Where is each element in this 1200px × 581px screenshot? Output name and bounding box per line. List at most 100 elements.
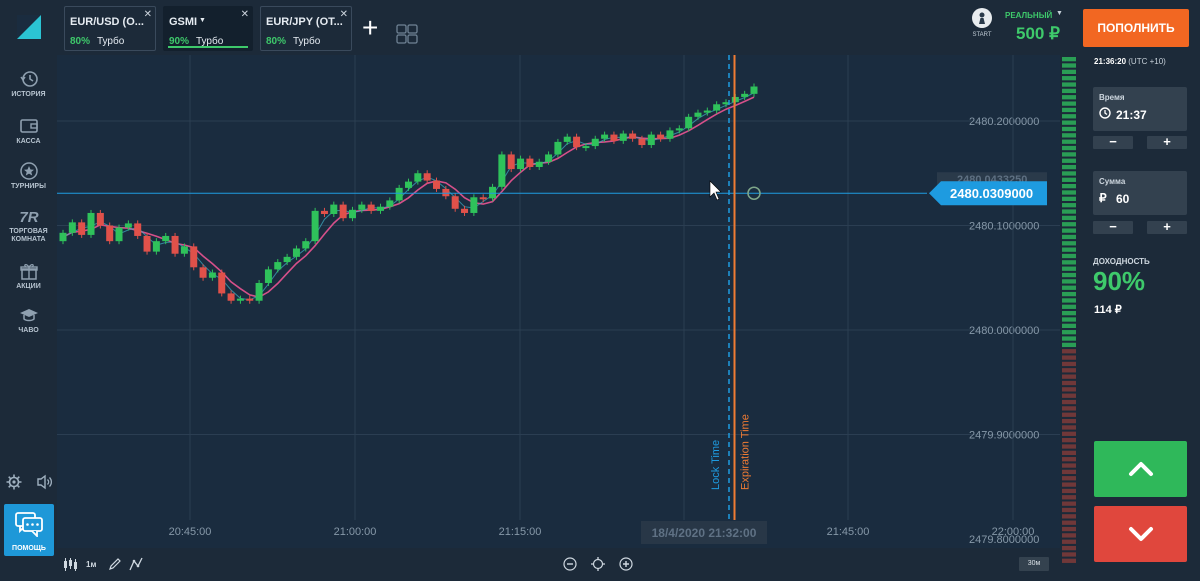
time-increase-button[interactable]: + (1147, 135, 1187, 149)
yield-amount: 114 ₽ (1094, 304, 1122, 316)
sentiment-segment (1062, 558, 1076, 563)
sentiment-segment (1062, 291, 1076, 297)
help-button[interactable]: ПОМОЩЬ (4, 504, 54, 556)
zoom-out-icon[interactable] (563, 557, 577, 571)
candle-up (292, 248, 300, 257)
asset-name: EUR/USD (О... (70, 16, 144, 28)
amount-increase-button[interactable]: + (1147, 220, 1187, 234)
help-label: ПОМОЩЬ (12, 545, 46, 552)
candle-up (395, 187, 403, 201)
sentiment-segment (1062, 418, 1076, 424)
candle-up (517, 158, 525, 170)
sentiment-segment (1062, 82, 1076, 87)
logo[interactable] (17, 15, 41, 39)
sentiment-segment (1062, 457, 1076, 462)
x-tick-label: 21:15:00 (499, 526, 542, 538)
buy-down-button[interactable] (1094, 506, 1187, 562)
candle-up (703, 110, 711, 113)
price-chart[interactable]: 2480.2000000 2480.1000000 2480.0000000 2479… (57, 55, 1060, 550)
timeframe-selector[interactable]: 1м (86, 560, 97, 569)
account-balance: 500 ₽ (1016, 24, 1060, 43)
candle-up (750, 86, 758, 94)
candle-up (535, 161, 543, 167)
chart-canvas[interactable]: 2480.2000000 2480.1000000 2480.0000000 2479… (57, 55, 1060, 550)
candle-up (152, 241, 160, 252)
sentiment-segment (1062, 76, 1076, 81)
asset-tab-eur-jpy[interactable]: EUR/JPY (ОТ... ✕ 80% Турбо (260, 6, 352, 51)
fit-screen-icon[interactable] (591, 557, 605, 571)
sentiment-segment (1062, 260, 1076, 265)
candles-icon[interactable] (63, 558, 77, 571)
buy-up-button[interactable] (1094, 441, 1187, 497)
sentiment-segment (1062, 545, 1076, 551)
sentiment-segment (1062, 203, 1076, 208)
y-tick-label: 2480.2000000 (969, 116, 1039, 128)
candle-down (246, 298, 254, 301)
candle-up (255, 282, 263, 301)
sentiment-segment (1062, 323, 1076, 328)
sidebar-item-promotions[interactable]: АКЦИИ (0, 262, 57, 291)
moving-average-line (62, 96, 755, 298)
amount-decrease-button[interactable]: − (1093, 220, 1133, 234)
trade-mode: Турбо (97, 36, 125, 47)
zoom-in-icon[interactable] (619, 557, 633, 571)
candle-down (423, 173, 431, 181)
candle-up (666, 130, 674, 139)
asset-tab-eur-usd[interactable]: EUR/USD (О... ✕ 80% Турбо (64, 6, 156, 51)
sentiment-segment (1062, 514, 1076, 519)
candle-down (610, 134, 618, 141)
time-decrease-button[interactable]: − (1093, 135, 1133, 149)
sentiment-segment (1062, 279, 1076, 284)
sidebar-item-faq[interactable]: ЧАВО (0, 306, 57, 335)
sidebar-item-cashier[interactable]: КАССА (0, 117, 57, 146)
pencil-icon[interactable] (109, 558, 121, 570)
gear-icon[interactable] (6, 474, 22, 490)
sound-icon[interactable] (36, 474, 54, 490)
account-type[interactable]: РЕАЛЬНЫЙ (1005, 11, 1053, 20)
candle-down (657, 134, 665, 139)
indicators-icon[interactable] (129, 557, 143, 571)
deposit-button[interactable]: ПОПОЛНИТЬ (1083, 9, 1189, 47)
sidebar-item-history[interactable]: ИСТОРИЯ (0, 70, 57, 99)
candle-down (507, 154, 515, 170)
layout-grid-icon[interactable] (396, 24, 418, 44)
chevron-down-icon[interactable]: ▼ (1056, 10, 1063, 17)
candle-up (489, 186, 497, 199)
chevron-down-icon[interactable]: ▼ (199, 17, 206, 24)
sentiment-segment (1062, 444, 1076, 449)
payout-percent: 80% (266, 36, 287, 47)
sentiment-segment (1062, 526, 1076, 532)
candle-down (461, 208, 469, 213)
time-field[interactable]: Время 21:37 (1093, 87, 1187, 131)
add-tab-icon[interactable]: + (362, 12, 379, 43)
amount-value[interactable]: 60 (1116, 192, 1130, 206)
close-icon[interactable]: ✕ (240, 9, 249, 20)
sidebar-item-label: ИСТОРИЯ (11, 91, 46, 98)
x-tick-label: 21:00:00 (334, 526, 377, 538)
asset-tab-gsmi[interactable]: GSMI ▼ ✕ 90% Турбо (163, 6, 253, 51)
close-icon[interactable]: ✕ (339, 9, 348, 20)
candle-up (647, 134, 655, 146)
sentiment-segment (1062, 158, 1076, 163)
time-label: Время (1099, 93, 1125, 102)
candle-down (573, 136, 581, 148)
candle-up (591, 138, 599, 147)
close-icon[interactable]: ✕ (143, 9, 152, 20)
sidebar-item-tournaments[interactable]: ТУРНИРЫ (0, 162, 57, 191)
sentiment-segment (1062, 114, 1076, 119)
candle-down (143, 235, 151, 252)
expiration-time-label: Expiration Time (740, 414, 752, 490)
candle-down (96, 212, 104, 226)
sidebar-item-trading-room[interactable]: 7R ТОРГОВАЯ КОМНАТА (0, 207, 57, 244)
status-badge[interactable]: START (966, 8, 998, 42)
sentiment-segment (1062, 476, 1076, 481)
candle-up (115, 227, 123, 242)
chart-period-button[interactable]: 30м (1019, 557, 1049, 571)
currency-symbol: ₽ (1099, 191, 1107, 205)
yield-label: ДОХОДНОСТЬ (1093, 257, 1150, 266)
amount-field[interactable]: Сумма ₽ 60 (1093, 171, 1187, 215)
sentiment-segment (1062, 342, 1076, 348)
sentiment-segment (1062, 63, 1076, 68)
cursor-time-box (641, 521, 767, 544)
candle-up (330, 204, 338, 215)
